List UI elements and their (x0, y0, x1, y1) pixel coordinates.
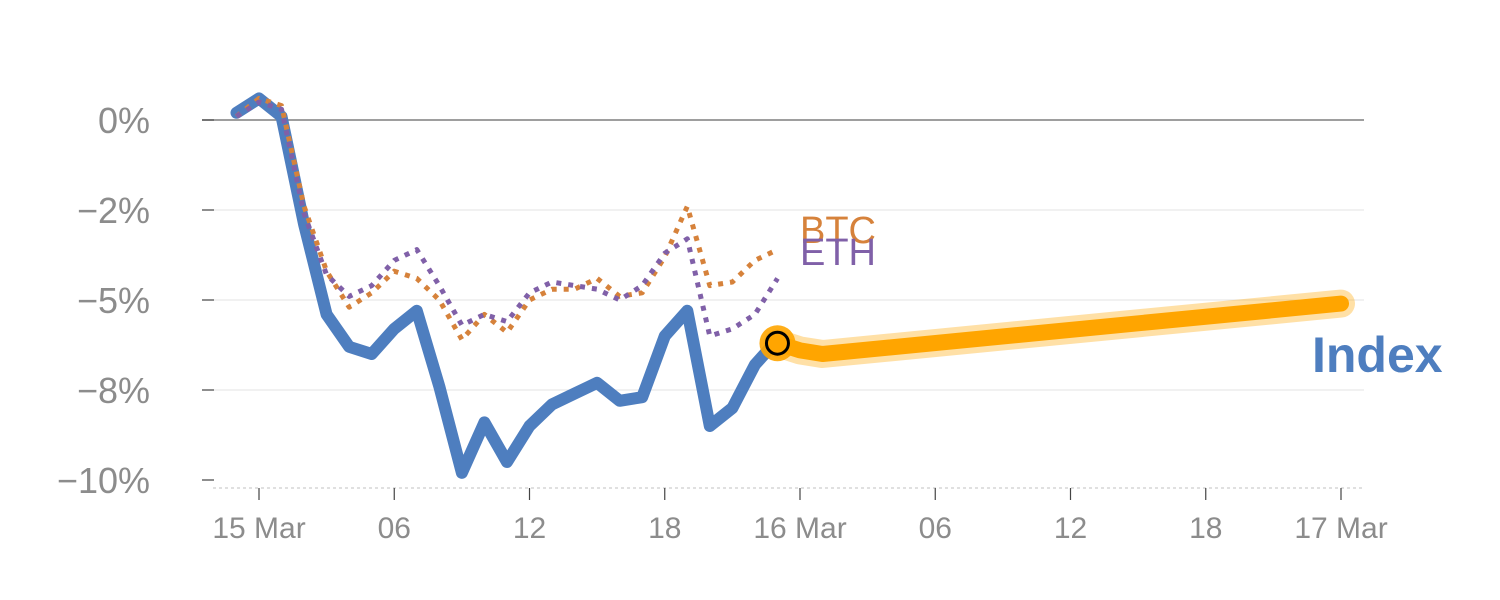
axes: 0% −2% −5% −8% −10% 15 Mar 06 12 18 16 Mar 06 12 18 1… (57, 100, 1388, 545)
x-tick-label: 12 (513, 512, 546, 545)
x-tick-label: 12 (1054, 512, 1087, 545)
series-line-btc (234, 95, 779, 343)
series-line-index-projection (769, 295, 1349, 362)
y-tick-label: −2% (77, 190, 150, 231)
grid-lines (202, 119, 1364, 391)
series-labels: BTC ETH Index (800, 210, 1443, 383)
series-label-eth: ETH (800, 232, 876, 274)
x-tick-label: 16 Mar (753, 512, 846, 545)
x-tick-label: 18 (648, 512, 681, 545)
y-tick-label: −10% (57, 460, 150, 501)
x-tick-label: 06 (378, 512, 411, 545)
x-tick-label: 18 (1189, 512, 1222, 545)
series-line-index (230, 92, 784, 479)
x-tick-label: 15 Mar (212, 512, 305, 545)
series-label-index: Index (1312, 327, 1443, 383)
series-label-btc: BTC (800, 210, 876, 252)
x-tick-label: 17 Mar (1294, 512, 1387, 545)
y-tick-label: 0% (98, 100, 150, 141)
y-tick-label: −8% (77, 370, 150, 411)
current-point-marker (764, 330, 790, 356)
x-tick-label: 06 (919, 512, 952, 545)
y-tick-label: −5% (77, 280, 150, 321)
series-line-eth (235, 99, 780, 339)
series-lines (230, 92, 1355, 479)
